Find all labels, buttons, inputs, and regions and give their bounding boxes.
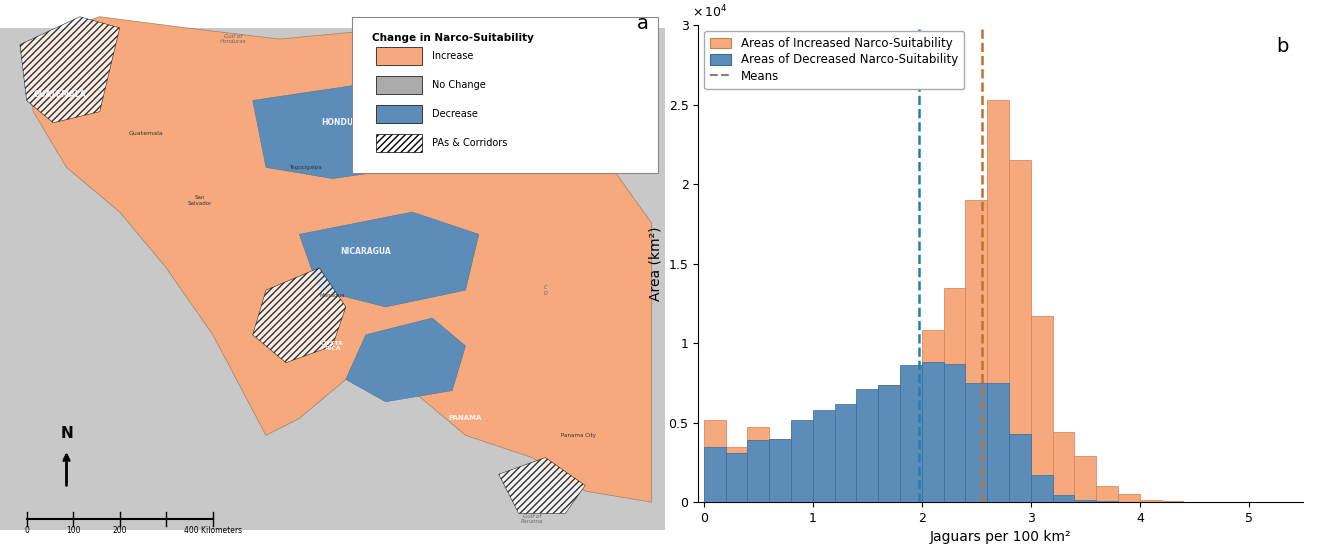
Bar [376, 105, 423, 123]
Text: HONDURAS: HONDURAS [321, 118, 371, 127]
X-axis label: Jaguars per 100 km²: Jaguars per 100 km² [930, 531, 1072, 545]
Text: Increase: Increase [432, 51, 473, 61]
Polygon shape [253, 84, 432, 179]
Text: Decrease: Decrease [432, 109, 477, 119]
Text: 200: 200 [113, 526, 126, 535]
Bar [1009, 160, 1031, 502]
Y-axis label: Area (km²): Area (km²) [649, 227, 662, 301]
Text: Panama City: Panama City [561, 433, 596, 437]
Bar [1075, 456, 1096, 502]
Legend: Areas of Increased Narco-Suitability, Areas of Decreased Narco-Suitability, Mean: Areas of Increased Narco-Suitability, Ar… [704, 31, 964, 89]
Bar [1119, 494, 1140, 502]
Bar [747, 440, 769, 502]
Bar [769, 439, 791, 502]
Text: No Change: No Change [432, 80, 485, 90]
Bar [704, 446, 725, 502]
Polygon shape [499, 458, 585, 513]
Polygon shape [20, 17, 120, 123]
Polygon shape [346, 318, 466, 402]
Bar [376, 76, 423, 94]
Text: PAs & Corridors: PAs & Corridors [432, 138, 508, 148]
Bar [376, 47, 423, 65]
Bar [834, 403, 857, 502]
Bar [725, 453, 747, 502]
Bar [747, 427, 769, 502]
Text: C
D: C D [544, 285, 547, 296]
Polygon shape [20, 17, 652, 502]
Text: Tegucigalpa: Tegucigalpa [290, 165, 322, 170]
Text: Gulf of
Panama: Gulf of Panama [521, 513, 543, 525]
Bar [943, 287, 966, 502]
Polygon shape [299, 212, 479, 307]
Text: a: a [637, 14, 649, 33]
Bar [791, 423, 813, 502]
Bar [1096, 485, 1119, 502]
Bar [966, 383, 987, 502]
Bar [1075, 500, 1096, 502]
Bar [922, 330, 943, 502]
Bar [704, 420, 725, 502]
Bar [966, 200, 987, 502]
Bar [376, 134, 423, 152]
Bar [1052, 495, 1075, 502]
Bar [834, 420, 857, 502]
Text: 0: 0 [24, 526, 29, 535]
Bar [857, 389, 878, 502]
Bar [1031, 475, 1052, 502]
Bar [878, 384, 900, 502]
Bar [769, 439, 791, 502]
Bar [878, 384, 900, 502]
Bar [1052, 432, 1075, 502]
Bar [900, 365, 922, 502]
Text: 400 Kilometers: 400 Kilometers [184, 526, 242, 535]
FancyBboxPatch shape [0, 28, 665, 530]
Text: GUATEMALA: GUATEMALA [33, 90, 86, 99]
Text: Gulf of
Honduras: Gulf of Honduras [219, 33, 246, 45]
Bar [922, 362, 943, 502]
Text: JAMAIC
Kin...: JAMAIC Kin... [602, 50, 621, 61]
Text: N: N [60, 426, 73, 441]
FancyBboxPatch shape [352, 17, 658, 173]
Text: Change in Narco-Suitability: Change in Narco-Suitability [372, 33, 535, 44]
Bar [943, 364, 966, 502]
Bar [725, 446, 747, 502]
Bar [813, 426, 834, 502]
Text: Guatemala: Guatemala [129, 132, 164, 136]
Bar [900, 372, 922, 502]
Text: COSTA
RICA: COSTA RICA [321, 340, 344, 352]
Text: $\times\,10^4$: $\times\,10^4$ [692, 4, 728, 20]
Bar [857, 399, 878, 502]
Text: San
Salvador: San Salvador [188, 195, 211, 206]
Text: b: b [1275, 37, 1289, 56]
Bar [987, 100, 1009, 502]
Bar [987, 383, 1009, 502]
Bar [791, 420, 813, 502]
Text: Managua: Managua [319, 294, 346, 298]
Bar [1140, 500, 1161, 502]
Text: 100: 100 [66, 526, 80, 535]
Bar [813, 410, 834, 502]
Polygon shape [253, 268, 346, 363]
Text: PANAMA: PANAMA [448, 416, 483, 421]
Text: NICARAGUA: NICARAGUA [340, 247, 391, 256]
Bar [1009, 434, 1031, 502]
Bar [1031, 316, 1052, 502]
